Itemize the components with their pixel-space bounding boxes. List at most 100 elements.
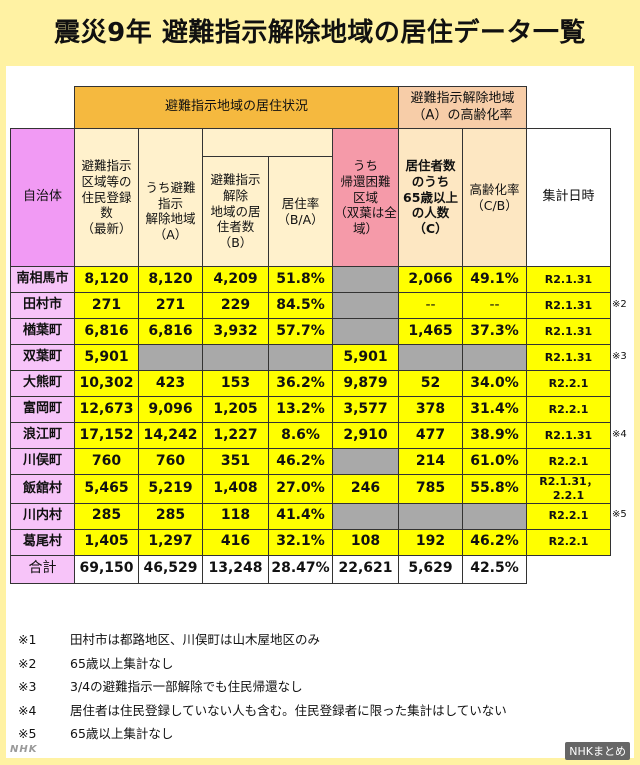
empty-cell xyxy=(332,318,399,345)
cell-date: R2.1.31，2.2.1 xyxy=(526,474,611,504)
cell-res: 1,227 xyxy=(202,422,269,449)
cell-spacer xyxy=(202,128,333,157)
blank-corner xyxy=(10,86,75,129)
cell-res: 416 xyxy=(202,528,269,556)
empty-cell xyxy=(332,448,399,475)
footnote-item: ※2 65歳以上集計なし xyxy=(18,652,618,676)
cell-aging: 37.3% xyxy=(462,318,527,345)
cell-reg: 760 xyxy=(74,448,139,475)
empty-cell xyxy=(138,344,203,371)
municipality-name: 大熊町 xyxy=(10,370,75,397)
cell-date: R2.2.1 xyxy=(526,502,611,530)
cell-rate: 57.7% xyxy=(268,318,333,345)
group-header-residence: 避難指示地域の居住状況 xyxy=(74,86,399,129)
cell-diff: 2,910 xyxy=(332,422,399,449)
municipality-name: 飯舘村 xyxy=(10,474,75,504)
footnote-text: 3/4の避難指示一部解除でも住民帰還なし xyxy=(70,679,303,694)
nhk-matome-logo: NHKまとめ xyxy=(565,742,630,760)
cell-reg: 10,302 xyxy=(74,370,139,397)
data-table: 避難指示地域の居住状況 避難指示解除地域 （A）の高齢化率 自治体 避難指示 区… xyxy=(10,86,611,584)
cell-lifted: 9,096 xyxy=(138,396,203,423)
cell-diff: 3,577 xyxy=(332,396,399,423)
empty-cell xyxy=(202,344,269,371)
cell-res: 118 xyxy=(202,502,269,530)
empty-cell xyxy=(332,292,399,319)
cell-rate: 84.5% xyxy=(268,292,333,319)
table-row: 楢葉町 6,816 6,816 3,932 57.7% 1,465 37.3% R2.1.31 xyxy=(10,318,611,345)
cell-reg: 12,673 xyxy=(74,396,139,423)
cell-rate: 8.6% xyxy=(268,422,333,449)
municipality-name: 南相馬市 xyxy=(10,266,75,293)
cell-aging: 46.2% xyxy=(462,528,527,556)
footnote-key: ※5 xyxy=(18,726,37,741)
cell-date: R2.2.1 xyxy=(526,396,611,423)
col-header-date: 集計日時 xyxy=(526,128,611,267)
cell-diff: 108 xyxy=(332,528,399,556)
cell-diff: 5,901 xyxy=(332,344,399,371)
footnote-text: 居住者は住民登録していない人も含む。住民登録者に限った集計はしていない xyxy=(70,702,507,718)
municipality-name: 双葉町 xyxy=(10,344,75,371)
municipality-name: 楢葉町 xyxy=(10,318,75,345)
table-row: 飯舘村 5,465 5,219 1,408 27.0% 246 785 55.8% R2.1.3… xyxy=(10,474,611,504)
cell-reg: 17,152 xyxy=(74,422,139,449)
cell-date: R2.2.1 xyxy=(526,528,611,556)
footnote-text: 65歳以上集計なし xyxy=(70,726,174,741)
cell-eld: 785 xyxy=(398,474,463,504)
total-label: 合計 xyxy=(10,554,75,584)
cell-rate: 13.2% xyxy=(268,396,333,423)
cell-date: R2.2.1 xyxy=(526,448,611,475)
cell-reg: 5,465 xyxy=(74,474,139,504)
cell-lifted: 8,120 xyxy=(138,266,203,293)
group-header-aging: 避難指示解除地域 （A）の高齢化率 xyxy=(398,86,527,129)
footnote-item: ※5 65歳以上集計なし xyxy=(18,722,618,746)
total-diff: 22,621 xyxy=(332,554,399,584)
cell-eld: 192 xyxy=(398,528,463,556)
cell-lifted: 760 xyxy=(138,448,203,475)
group-header-aging-line2: （A）の高齢化率 xyxy=(412,107,513,123)
cell-res: 351 xyxy=(202,448,269,475)
table-row: 浪江町 17,152 14,242 1,227 8.6% 2,910 477 38.9% R2.… xyxy=(10,422,611,449)
cell-lifted: 423 xyxy=(138,370,203,397)
total-row: 合計 69,150 46,529 13,248 28.47% 22,621 5,629 42.… xyxy=(10,554,611,584)
cell-diff: 246 xyxy=(332,474,399,504)
row-note-marker: ※3 xyxy=(612,350,627,362)
cell-res: 4,209 xyxy=(202,266,269,293)
total-aging: 42.5% xyxy=(462,554,527,584)
col-header-lifted: うち避難 指示 解除地域 （A） xyxy=(138,156,203,267)
cell-eld: 1,465 xyxy=(398,318,463,345)
empty-cell xyxy=(268,344,333,371)
table-row: 南相馬市 8,120 8,120 4,209 51.8% 2,066 49.1% R2.1.3… xyxy=(10,266,611,293)
cell-eld: 52 xyxy=(398,370,463,397)
cell-lifted: 14,242 xyxy=(138,422,203,449)
cell-date: R2.2.1 xyxy=(526,370,611,397)
table-row: 大熊町 10,302 423 153 36.2% 9,879 52 34.0% R2.2.1 xyxy=(10,370,611,397)
cell-aging: -- xyxy=(462,292,527,319)
cell-aging: 49.1% xyxy=(462,266,527,293)
municipality-name: 田村市 xyxy=(10,292,75,319)
blank-corner-right xyxy=(526,86,611,129)
table-row: 富岡町 12,673 9,096 1,205 13.2% 3,577 378 31.4% R2.… xyxy=(10,396,611,423)
page-title: 震災9年 避難指示解除地域の居住データ一覧 xyxy=(54,18,586,48)
total-reg: 69,150 xyxy=(74,554,139,584)
cell-date: R2.1.31 xyxy=(526,422,611,449)
municipality-name: 川俣町 xyxy=(10,448,75,475)
cell-rate: 41.4% xyxy=(268,502,333,530)
cell-reg: 285 xyxy=(74,502,139,530)
cell-rate: 27.0% xyxy=(268,474,333,504)
cell-eld: 2,066 xyxy=(398,266,463,293)
col-header-aging-rate: 高齢化率 （C/B） xyxy=(462,128,527,267)
footnote-item: ※1 田村市は都路地区、川俣町は山木屋地区のみ xyxy=(18,628,618,652)
row-note-marker: ※5 xyxy=(612,509,627,520)
nhk-logo: NHK xyxy=(10,744,38,755)
footnote-item: ※4 居住者は住民登録していない人も含む。住民登録者に限った集計はしていない xyxy=(18,699,618,723)
cell-res: 1,408 xyxy=(202,474,269,504)
cell-aging: 38.9% xyxy=(462,422,527,449)
cell-aging: 34.0% xyxy=(462,370,527,397)
cell-eld: 477 xyxy=(398,422,463,449)
footnote-key: ※3 xyxy=(18,679,37,694)
cell-diff: 9,879 xyxy=(332,370,399,397)
col-header-rate: 居住率 （B/A） xyxy=(268,156,333,267)
municipality-name: 葛尾村 xyxy=(10,528,75,556)
col-header-elderly: 居住者数 のうち 65歳以上 の人数 （C） xyxy=(398,128,463,267)
cell-aging: 31.4% xyxy=(462,396,527,423)
